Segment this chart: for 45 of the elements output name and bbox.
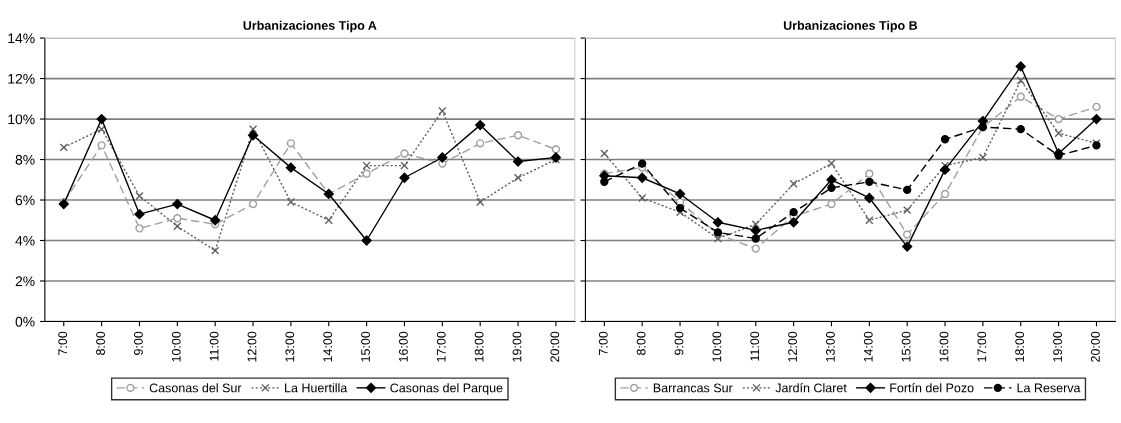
x-tick-label: 15:00 — [361, 331, 370, 362]
y-tick-label: 10% — [8, 114, 35, 125]
x-tick-label: 16:00 — [398, 331, 408, 362]
x-tick-label: 17:00 — [977, 331, 987, 362]
x-tick-label: 18:00 — [1015, 331, 1025, 362]
legend-label: Barrancas Sur — [653, 383, 733, 393]
chart-title: Urbanizaciones Tipo A — [243, 20, 377, 33]
x-tick-label: 9:00 — [133, 331, 143, 355]
x-tick-label: 8:00 — [636, 331, 646, 355]
x-tick-label: 19:00 — [1053, 331, 1062, 362]
x-tick-label: 13:00 — [285, 331, 295, 362]
x-tick-label: 10:00 — [171, 331, 181, 362]
x-tick-label: 7:00 — [598, 331, 608, 355]
x-tick-label: 14:00 — [323, 331, 333, 362]
x-tick-label: 11:00 — [750, 331, 760, 361]
legend-label: Fortín del Pozo — [890, 383, 974, 393]
x-tick-label: 19:00 — [512, 331, 522, 362]
legend-label: La Reserva — [1017, 383, 1081, 393]
x-tick-label: 7:00 — [58, 331, 68, 355]
x-tick-label: 12:00 — [247, 331, 257, 362]
x-tick-label: 10:00 — [712, 331, 722, 362]
x-tick-label: 15:00 — [901, 331, 911, 362]
y-tick-label: 12% — [8, 73, 35, 84]
y-tick-label: 4% — [15, 235, 35, 246]
x-tick-label: 9:00 — [674, 331, 684, 355]
y-tick-label: 8% — [15, 154, 35, 165]
x-tick-label: 13:00 — [825, 331, 835, 362]
legend-label: Casonas del Parque — [390, 383, 503, 395]
x-tick-label: 20:00 — [1090, 331, 1100, 362]
x-tick-label: 14:00 — [863, 331, 873, 362]
x-tick-label: 16:00 — [939, 331, 949, 362]
x-tick-label: 8:00 — [96, 331, 105, 355]
legend-label: Casonas del Sur — [149, 383, 242, 393]
y-tick-label: 0% — [15, 316, 35, 327]
x-tick-label: 18:00 — [474, 331, 484, 362]
y-tick-label: 2% — [15, 276, 35, 287]
legend-label: La Huertilla — [285, 383, 348, 393]
x-tick-label: 12:00 — [788, 331, 797, 362]
x-tick-label: 11:00 — [209, 331, 219, 361]
y-tick-label: 6% — [15, 195, 35, 206]
legend-label: Jardín Claret — [775, 383, 847, 393]
x-tick-label: 20:00 — [550, 331, 560, 362]
x-tick-label: 17:00 — [436, 331, 446, 362]
chart-title: Urbanizaciones Tipo B — [783, 20, 918, 33]
y-tick-label: 14% — [8, 33, 35, 44]
